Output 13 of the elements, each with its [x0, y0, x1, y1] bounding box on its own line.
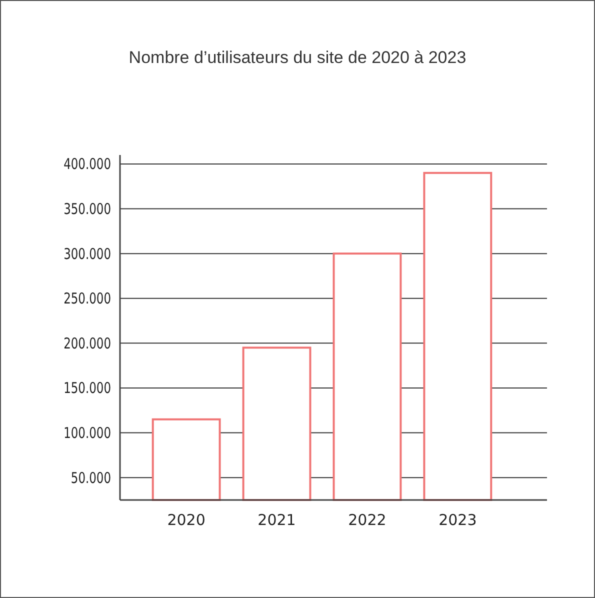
x-tick-label: 2021: [258, 511, 296, 529]
y-tick-label: 250.000: [64, 290, 112, 308]
y-tick-label: 50.000: [70, 470, 112, 488]
y-tick-label: 300.000: [64, 246, 112, 264]
y-tick-label: 150.000: [64, 380, 112, 398]
x-tick-label: 2020: [167, 511, 206, 529]
x-tick-label: 2023: [438, 511, 477, 529]
x-tick-label: 2022: [348, 511, 386, 529]
y-tick-label: 200.000: [64, 336, 112, 353]
y-tick-label: 400.000: [64, 156, 112, 174]
chart-title: Nombre d’utilisateurs du site de 2020 à 2023: [128, 48, 466, 67]
y-tick-label: 350.000: [64, 201, 112, 218]
y-tick-label: 100.000: [64, 425, 112, 442]
